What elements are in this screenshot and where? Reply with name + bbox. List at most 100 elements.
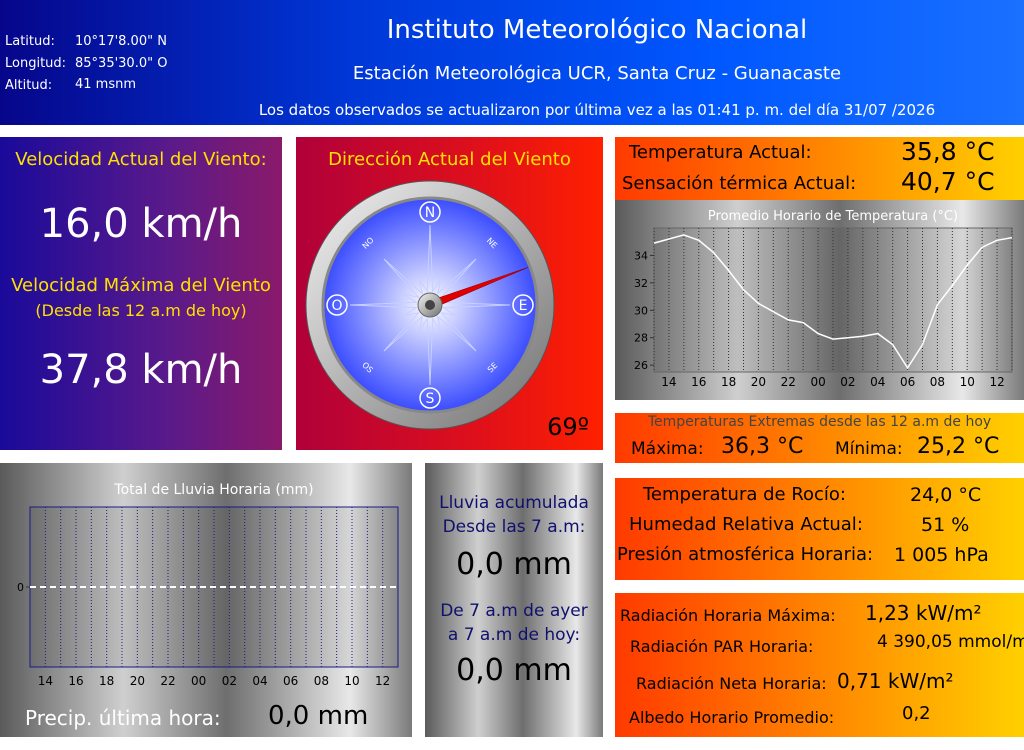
max-note: (Desde las 12 a.m de hoy) <box>35 301 247 320</box>
y-tick-label: 32 <box>634 277 648 290</box>
min-label: Mínima: <box>835 439 903 459</box>
temp-panel: Temperatura Actual: 35,8 °C Sensación té… <box>615 137 1024 200</box>
acc1: 0,0 mm <box>456 547 572 582</box>
x-tick-label: 20 <box>751 375 766 389</box>
update: Los datos observados se actualizaron por… <box>258 101 936 119</box>
humidity-panel: Temperatura de Rocío: 24,0 °C Humedad Rela… <box>615 478 1024 580</box>
y-tick-label: 34 <box>634 249 648 262</box>
row-label: Presión atmosférica Horaria: <box>617 544 874 565</box>
alt: 41 msnm <box>75 77 137 92</box>
x-tick-label: 00 <box>810 375 825 389</box>
acc2-label: De 7 a.m de ayer <box>440 601 588 621</box>
row-value: 24,0 °C <box>910 484 982 506</box>
compass-marker <box>419 201 441 223</box>
acc1-label: Desde las 7 a.m: <box>442 517 586 537</box>
max-label: Velocidad Máxima del Viento <box>11 275 271 296</box>
x-tick-label: 22 <box>781 375 796 389</box>
row-value: 51 % <box>921 514 970 536</box>
wind-speed-panel: Velocidad Actual del Viento: 16,0 km/h V… <box>0 137 282 450</box>
alt-label: Altitud: <box>5 78 53 93</box>
x-tick-label: 08 <box>930 375 945 389</box>
x-tick-label: 08 <box>314 674 329 688</box>
lon: 85°35'30.0" O <box>75 56 168 71</box>
speed: 16,0 km/h <box>39 201 243 247</box>
last: 0,0 mm <box>268 701 369 731</box>
compass-label: N <box>425 205 435 221</box>
x-tick-label: 12 <box>375 674 390 688</box>
temp-chart: Promedio Horario de Temperatura (°C) 14 16… <box>634 209 1013 389</box>
x-tick-label: 04 <box>870 375 885 389</box>
header: Latitud: 10°17'8.00" N Longitud: 85°35'3… <box>0 0 1024 125</box>
lon-label: Longitud: <box>5 56 67 71</box>
max-speed: 37,8 km/h <box>39 347 243 393</box>
row-label: Humedad Relativa Actual: <box>629 514 863 535</box>
temp-chart-panel: Promedio Horario de Temperatura (°C) 14 16… <box>615 200 1024 400</box>
x-tick-label: 10 <box>960 375 975 389</box>
compass-marker <box>326 294 348 316</box>
x-tick-label: 14 <box>661 375 676 389</box>
row-label: Temperatura de Rocío: <box>643 484 847 505</box>
direction-panel: Dirección Actual del Viento N NE E SE S OS O NO… <box>296 137 603 450</box>
row-label: Radiación Horaria Máxima: <box>620 606 836 625</box>
row-label: Radiación Neta Horaria: <box>636 674 827 693</box>
rain-chart: Total de Lluvia Horaria (mm)14 16 18 20 22 00… <box>17 482 399 688</box>
x-tick-label: 18 <box>721 375 736 389</box>
row-value: 0,71 kW/m² <box>837 669 954 693</box>
direction: 69º <box>547 413 589 441</box>
acc1-label: Lluvia acumulada <box>439 493 589 513</box>
compass-label: S <box>426 391 435 407</box>
compass-marker <box>419 387 441 409</box>
row-value: 4 390,05 mmol/m² <box>877 632 1024 652</box>
current-label: Temperatura Actual: <box>629 142 812 163</box>
compass-label: E <box>519 298 528 314</box>
acc2: 0,0 mm <box>456 653 572 688</box>
x-tick-label: 02 <box>222 674 237 688</box>
x-tick-label: 06 <box>900 375 915 389</box>
max: 36,3 °C <box>721 434 804 459</box>
row-value: 1 005 hPa <box>894 544 989 566</box>
x-tick-label: 20 <box>130 674 145 688</box>
max-label: Máxima: <box>631 439 704 459</box>
x-tick-label: 06 <box>283 674 298 688</box>
x-tick-label: 16 <box>68 674 83 688</box>
radiation-panel: Radiación Horaria Máxima: 1,23 kW/m² Radia… <box>615 593 1024 737</box>
x-tick-label: 18 <box>99 674 114 688</box>
accumulated-panel: Lluvia acumulada Desde las 7 a.m: 0,0 mm… <box>425 463 603 737</box>
rain-chart-panel: Total de Lluvia Horaria (mm) 14 16 18 20 22 00… <box>0 463 412 737</box>
needle-pin <box>425 300 435 310</box>
x-tick-label: 00 <box>191 674 206 688</box>
row-value: 1,23 kW/m² <box>865 601 982 625</box>
y-tick-label: 26 <box>634 359 648 372</box>
compass-marker <box>512 294 534 316</box>
x-tick-label: 10 <box>344 674 359 688</box>
subtitle: Estación Meteorológica UCR, Santa Cruz -… <box>352 63 842 84</box>
row-value: 0,2 <box>902 703 931 724</box>
compass-label: O <box>331 298 342 314</box>
chart-title: Promedio Horario de Temperatura (°C) <box>708 209 958 224</box>
x-tick-label: 04 <box>252 674 267 688</box>
x-tick-label: 16 <box>691 375 706 389</box>
feels-label: Sensación térmica Actual: <box>622 173 857 194</box>
speed-label: Velocidad Actual del Viento: <box>15 149 267 170</box>
y-tick-label: 0 <box>17 581 24 594</box>
current: 35,8 °C <box>901 137 995 166</box>
x-tick-label: 02 <box>840 375 855 389</box>
acc2-label: a 7 a.m de hoy: <box>447 625 581 645</box>
x-tick-label: 12 <box>989 375 1004 389</box>
title: Instituto Meteorológico Nacional <box>386 15 808 45</box>
extremes-panel: Temperaturas Extremas desde las 12 a.m d… <box>615 413 1024 463</box>
lat: 10°17'8.00" N <box>75 34 167 49</box>
row-label: Albedo Horario Promedio: <box>629 708 835 727</box>
min: 25,2 °C <box>917 434 1000 459</box>
x-tick-label: 22 <box>160 674 175 688</box>
x-tick-label: 14 <box>38 674 53 688</box>
last-label: Precip. última hora: <box>25 706 221 730</box>
extremes-title: Temperaturas Extremas desde las 12 a.m d… <box>647 414 992 430</box>
chart-title: Total de Lluvia Horaria (mm) <box>113 482 313 498</box>
y-tick-label: 28 <box>634 332 648 345</box>
row-label: Radiación PAR Horaria: <box>630 637 814 656</box>
y-tick-label: 30 <box>634 304 648 317</box>
direction-label: Dirección Actual del Viento <box>328 149 571 170</box>
